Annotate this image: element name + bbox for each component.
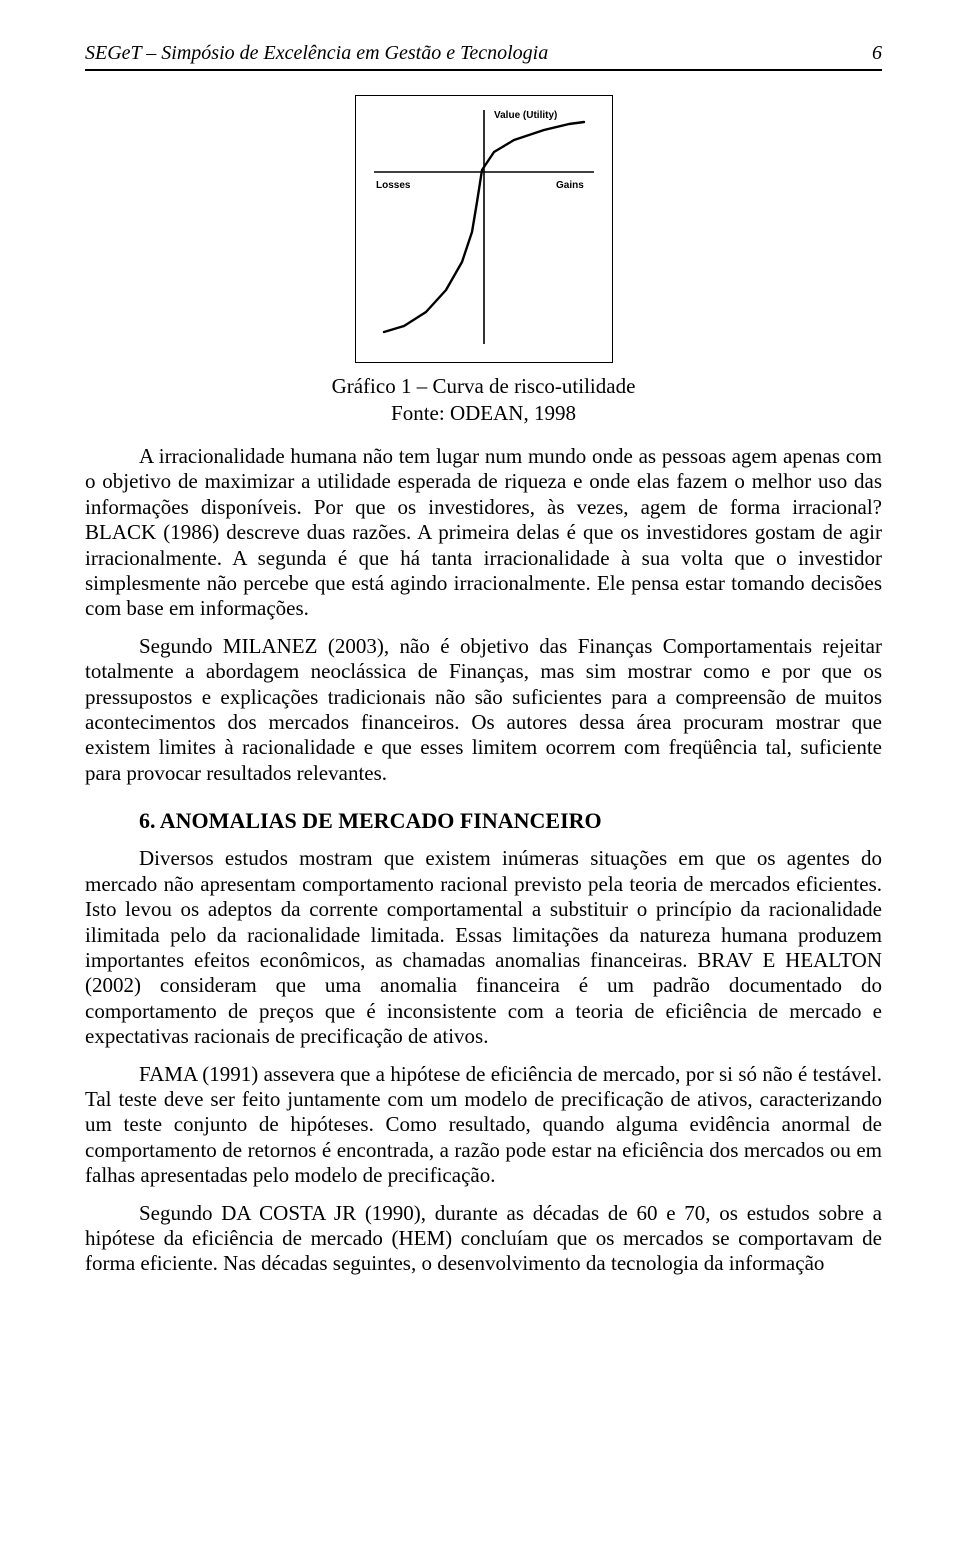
paragraph-1: A irracionalidade humana não tem lugar n… — [85, 444, 882, 622]
svg-text:Losses: Losses — [376, 180, 411, 191]
header-title: SEGeT – Simpósio de Excelência em Gestão… — [85, 42, 548, 65]
section-heading: 6. ANOMALIAS DE MERCADO FINANCEIRO — [139, 808, 882, 834]
page: SEGeT – Simpósio de Excelência em Gestão… — [0, 0, 960, 1541]
paragraph-4: FAMA (1991) assevera que a hipótese de e… — [85, 1062, 882, 1189]
figure-source: Fonte: ODEAN, 1998 — [85, 401, 882, 426]
paragraph-5: Segundo DA COSTA JR (1990), durante as d… — [85, 1201, 882, 1277]
svg-text:Gains: Gains — [556, 180, 584, 191]
utility-curve-figure: Value (Utility) Losses Gains — [355, 95, 613, 363]
header-rule — [85, 69, 882, 71]
figure-container: Value (Utility) Losses Gains Gráfico 1 – C… — [85, 95, 882, 426]
svg-text:Value (Utility): Value (Utility) — [494, 110, 557, 121]
paragraph-2: Segundo MILANEZ (2003), não é objetivo d… — [85, 634, 882, 786]
running-header: SEGeT – Simpósio de Excelência em Gestão… — [85, 42, 882, 65]
paragraph-3: Diversos estudos mostram que existem inú… — [85, 846, 882, 1049]
figure-caption: Gráfico 1 – Curva de risco-utilidade — [85, 374, 882, 399]
page-number: 6 — [872, 42, 882, 65]
utility-curve-svg: Value (Utility) Losses Gains — [364, 102, 604, 352]
